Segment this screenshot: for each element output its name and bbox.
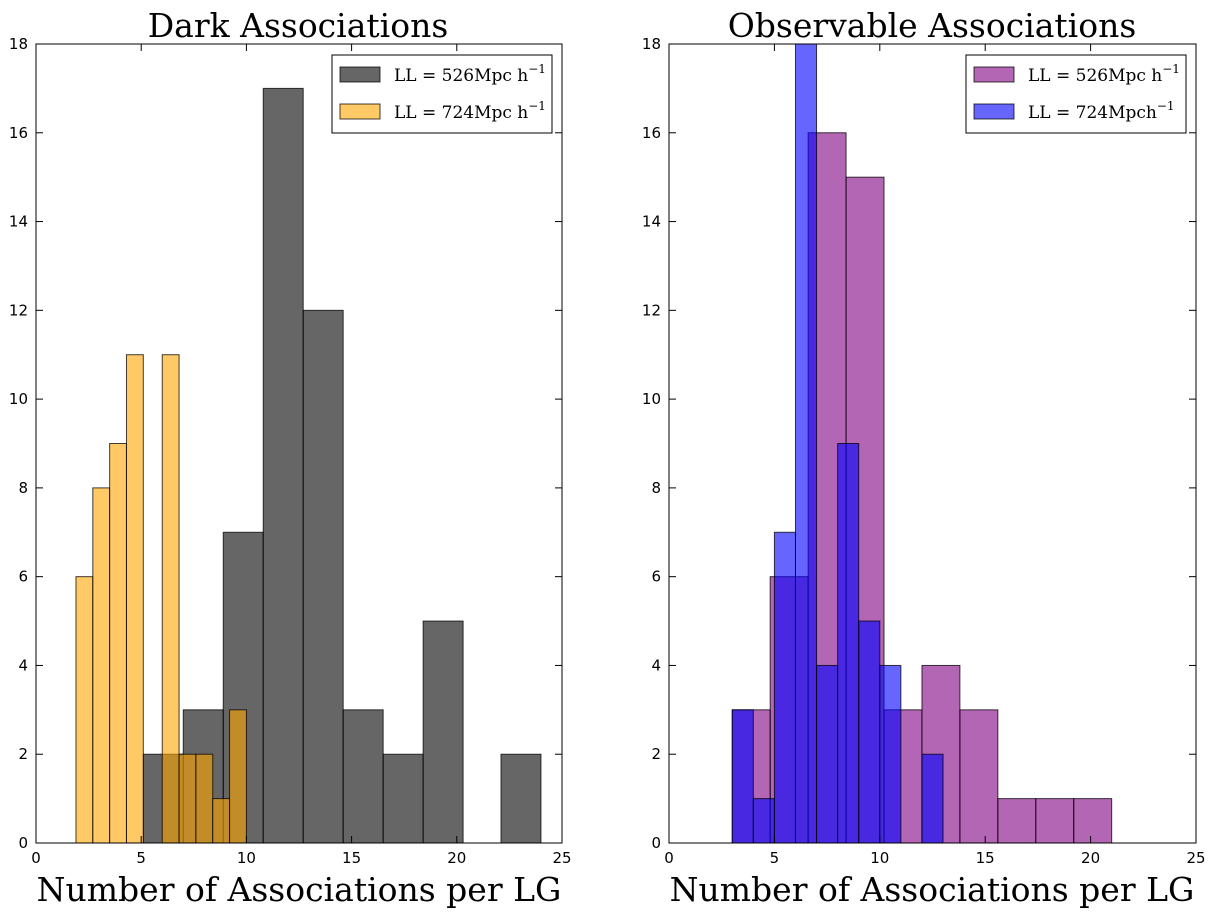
x-tick-label: 15	[342, 849, 361, 867]
bar	[858, 620, 881, 844]
dark-associations-panel: Dark Associations 0 5 10 15 20 25 0 2 4 6 8 10 12 14 1…	[9, 6, 572, 909]
x-tick-label: 25	[552, 849, 571, 867]
ticks-layer: 0 5 10 15 20 25 0 2 4 6 8 10 12 14 16 18	[642, 35, 1206, 867]
bars-layer	[75, 87, 542, 844]
y-tick-label: 14	[642, 213, 661, 231]
legend: LL = 526Mpc h−1 LL = 724Mpch−1	[965, 54, 1187, 134]
x-tick-label: 20	[1081, 849, 1100, 867]
bar	[195, 753, 214, 844]
bar	[92, 487, 111, 844]
observable-associations-panel: Observable Associations 0 5 10 15 20 25 0 2 4 6 8 1…	[642, 6, 1206, 909]
x-axis-label: Number of Associations per LG	[37, 870, 562, 909]
x-tick-label: 10	[870, 849, 889, 867]
bar	[773, 531, 796, 844]
bar	[342, 709, 384, 844]
legend: LL = 526Mpc h−1 LL = 724Mpc h−1	[331, 54, 553, 134]
bar	[125, 354, 144, 844]
y-tick-label: 0	[651, 834, 661, 852]
x-tick-label: 15	[976, 849, 995, 867]
legend-swatch	[973, 66, 1015, 83]
bar	[229, 709, 247, 844]
plot-frame	[668, 43, 1197, 844]
y-tick-label: 8	[18, 479, 28, 497]
x-tick-label: 5	[770, 849, 780, 867]
bar	[422, 620, 464, 844]
bar	[212, 798, 231, 844]
x-tick-label: 25	[1186, 849, 1205, 867]
y-tick-label: 18	[642, 35, 661, 53]
bar	[109, 443, 127, 844]
bar	[752, 798, 775, 844]
bar	[1035, 798, 1075, 844]
x-tick-label: 10	[237, 849, 256, 867]
bar	[794, 43, 818, 844]
chart-title: Observable Associations	[728, 6, 1137, 45]
bar	[959, 709, 999, 844]
y-tick-label: 4	[18, 656, 28, 674]
y-tick-label: 2	[18, 745, 28, 763]
bar	[75, 576, 94, 844]
bar	[500, 753, 542, 844]
x-axis-label: Number of Associations per LG	[670, 870, 1195, 909]
x-tick-label: 20	[447, 849, 466, 867]
y-tick-label: 6	[18, 568, 28, 586]
bar	[879, 664, 902, 844]
legend-swatch	[339, 103, 381, 120]
x-tick-label: 0	[31, 849, 41, 867]
plot-frame	[35, 43, 563, 844]
bar	[731, 709, 754, 844]
legend-swatch	[339, 66, 381, 83]
y-tick-label: 4	[651, 656, 661, 674]
bars-layer	[731, 43, 1113, 844]
y-tick-label: 12	[642, 301, 661, 319]
legend-label: LL = 526Mpc h−1	[1028, 62, 1180, 86]
y-tick-label: 12	[9, 301, 28, 319]
y-tick-label: 16	[9, 124, 28, 142]
bar	[302, 309, 344, 844]
x-tick-label: 0	[664, 849, 674, 867]
y-tick-label: 2	[651, 745, 661, 763]
bar	[161, 354, 180, 844]
bar	[816, 664, 839, 844]
y-tick-label: 16	[642, 124, 661, 142]
ticks-layer: 0 5 10 15 20 25 0 2 4 6 8 10 12 14 16 18	[9, 35, 572, 867]
bar	[262, 87, 304, 844]
chart-title: Dark Associations	[148, 6, 449, 45]
y-tick-label: 8	[651, 479, 661, 497]
legend-swatch	[973, 103, 1015, 120]
y-tick-label: 0	[18, 834, 28, 852]
bar	[382, 753, 424, 844]
y-tick-label: 6	[651, 568, 661, 586]
bar	[837, 443, 860, 844]
y-tick-label: 18	[9, 35, 28, 53]
y-tick-label: 10	[9, 390, 28, 408]
bar	[178, 753, 197, 844]
legend-label: LL = 724Mpc h−1	[394, 99, 546, 123]
bar	[921, 753, 944, 844]
legend-label: LL = 724Mpch−1	[1028, 99, 1175, 123]
x-tick-label: 5	[136, 849, 146, 867]
y-tick-label: 14	[9, 213, 28, 231]
bar	[997, 798, 1037, 844]
bar	[1073, 798, 1113, 844]
legend-label: LL = 526Mpc h−1	[394, 62, 546, 86]
y-tick-label: 10	[642, 390, 661, 408]
